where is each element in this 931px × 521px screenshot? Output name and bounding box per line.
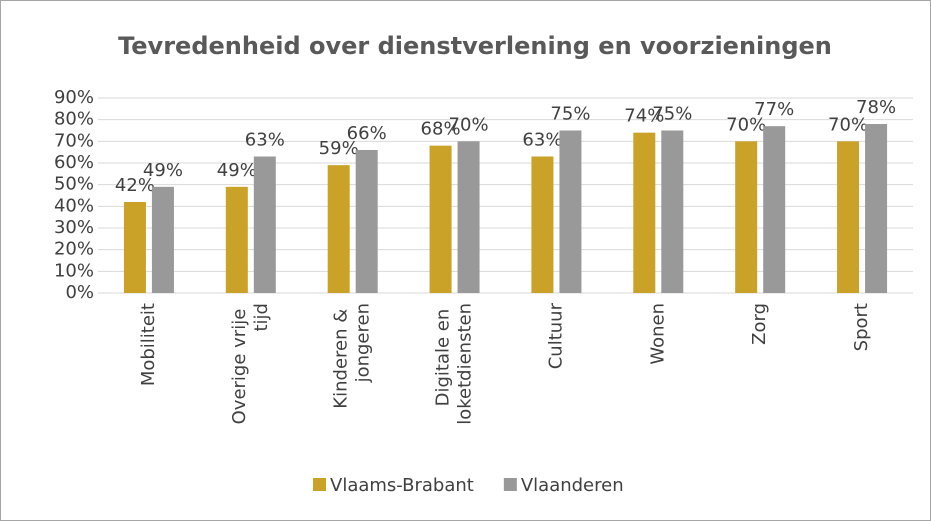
y-tick-label: 0% xyxy=(65,282,94,303)
value-label: 68% xyxy=(421,119,461,140)
x-tick-label: Mobiliteit xyxy=(138,303,159,386)
bar xyxy=(531,156,554,293)
x-tick-label: Wonen xyxy=(647,303,668,365)
bar xyxy=(661,130,684,293)
x-tick-label: Kinderen & jongeren xyxy=(331,303,374,409)
value-label: 66% xyxy=(347,123,387,144)
x-tick-label: Sport xyxy=(851,303,872,351)
value-label: 63% xyxy=(522,130,562,151)
bar xyxy=(151,186,174,293)
y-tick-label: 70% xyxy=(54,130,94,151)
bar xyxy=(633,132,656,293)
value-label: 77% xyxy=(754,99,794,120)
bar xyxy=(837,141,860,293)
x-tick-label: Zorg xyxy=(749,303,770,345)
y-tick-label: 40% xyxy=(54,195,94,216)
value-label: 59% xyxy=(319,138,359,159)
legend-label: Vlaanderen xyxy=(521,475,624,496)
bar xyxy=(355,150,378,293)
value-label: 49% xyxy=(217,160,257,181)
chart-title: Tevredenheid over dienstverlening en voo… xyxy=(118,32,832,60)
y-tick-label: 20% xyxy=(54,239,94,260)
legend-swatch xyxy=(313,478,326,491)
bar xyxy=(457,141,480,293)
bar xyxy=(253,156,276,293)
bar xyxy=(123,202,146,293)
x-tick-label: Digitale en loketdiensten xyxy=(433,303,476,425)
bar xyxy=(225,186,248,293)
y-tick-label: 80% xyxy=(54,109,94,130)
value-label: 70% xyxy=(726,114,766,135)
bar xyxy=(865,124,888,293)
y-tick-label: 10% xyxy=(54,260,94,281)
bar xyxy=(559,130,582,293)
value-label: 74% xyxy=(624,106,664,127)
y-tick-label: 50% xyxy=(54,174,94,195)
bar xyxy=(763,126,786,294)
x-tick-label: Overige vrije tijd xyxy=(229,303,272,424)
bar xyxy=(735,141,758,293)
value-label: 42% xyxy=(115,175,155,196)
legend-swatch xyxy=(503,478,517,491)
x-tick-label: Cultuur xyxy=(545,302,566,369)
value-label: 70% xyxy=(449,114,489,135)
bar xyxy=(429,145,452,293)
bar xyxy=(327,165,350,293)
value-label: 49% xyxy=(143,160,183,181)
value-label: 75% xyxy=(652,104,692,125)
value-label: 78% xyxy=(856,97,896,118)
y-tick-label: 90% xyxy=(54,87,94,108)
y-tick-label: 60% xyxy=(54,152,94,173)
y-tick-label: 30% xyxy=(54,217,94,238)
value-label: 75% xyxy=(550,104,590,125)
legend-label: Vlaams-Brabant xyxy=(330,475,474,496)
value-label: 63% xyxy=(245,130,285,151)
value-label: 70% xyxy=(828,114,868,135)
